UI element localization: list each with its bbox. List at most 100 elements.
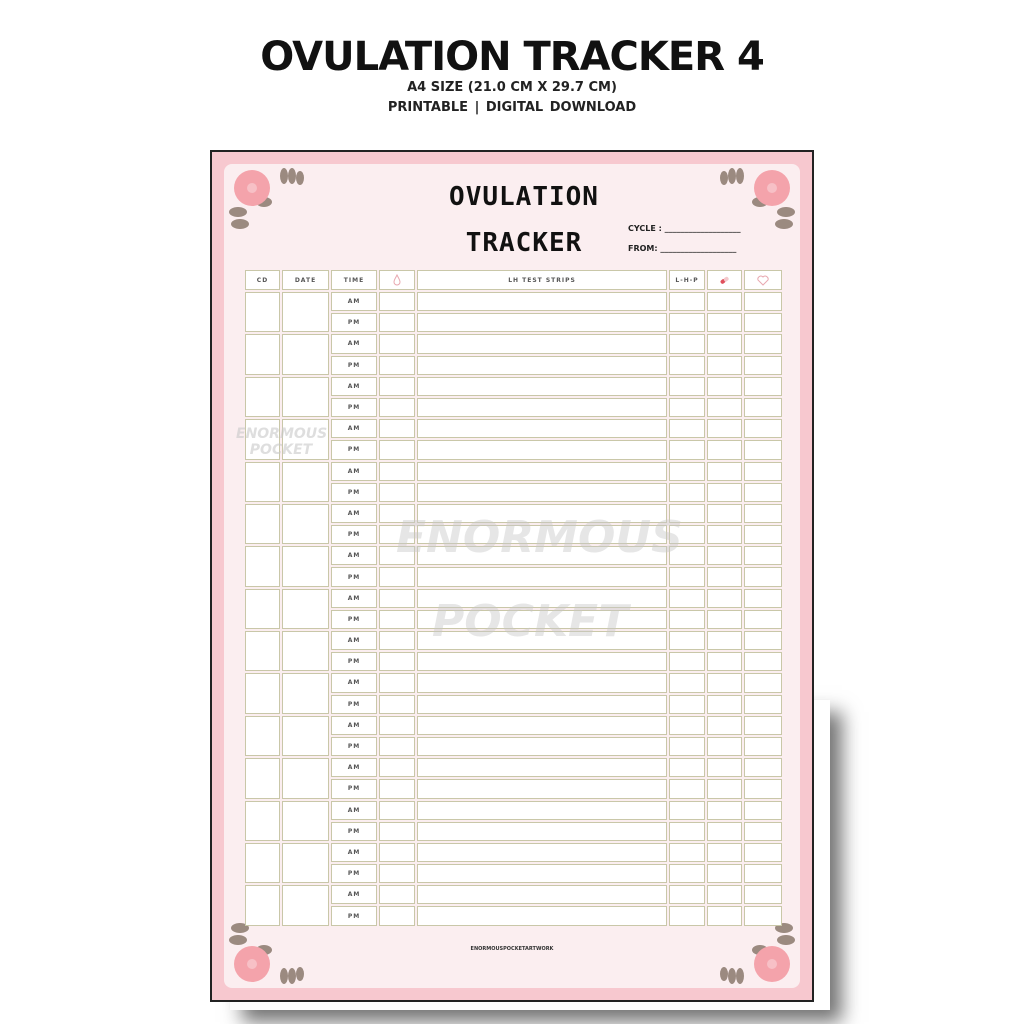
lhp-cell[interactable]: [669, 334, 705, 354]
pill-cell[interactable]: [707, 715, 742, 735]
cd-cell[interactable]: [245, 800, 280, 841]
pill-cell[interactable]: [707, 864, 742, 884]
heart-cell[interactable]: [744, 694, 782, 714]
heart-cell[interactable]: [744, 567, 782, 587]
pill-cell[interactable]: [707, 313, 742, 333]
pill-cell[interactable]: [707, 482, 742, 502]
lh-strip-cell[interactable]: [417, 800, 667, 820]
cycle-field[interactable]: CYCLE : ___________________: [628, 224, 741, 233]
drop-cell[interactable]: [379, 885, 415, 905]
drop-cell[interactable]: [379, 588, 415, 608]
lhp-cell[interactable]: [669, 503, 705, 524]
lhp-cell[interactable]: [669, 461, 705, 481]
lhp-cell[interactable]: [669, 885, 705, 905]
lh-strip-cell[interactable]: [417, 715, 667, 735]
lh-strip-cell[interactable]: [417, 397, 667, 418]
date-cell[interactable]: [282, 842, 329, 884]
date-cell[interactable]: [282, 461, 329, 502]
heart-cell[interactable]: [744, 842, 782, 863]
lh-strip-cell[interactable]: [417, 292, 667, 312]
drop-cell[interactable]: [379, 313, 415, 333]
heart-cell[interactable]: [744, 546, 782, 566]
drop-cell[interactable]: [379, 546, 415, 566]
lhp-cell[interactable]: [669, 482, 705, 502]
pill-cell[interactable]: [707, 842, 742, 863]
lhp-cell[interactable]: [669, 652, 705, 672]
lh-strip-cell[interactable]: [417, 313, 667, 333]
drop-cell[interactable]: [379, 673, 415, 693]
drop-cell[interactable]: [379, 503, 415, 524]
pill-cell[interactable]: [707, 736, 742, 757]
date-cell[interactable]: [282, 376, 329, 418]
lh-strip-cell[interactable]: [417, 376, 667, 396]
lh-strip-cell[interactable]: [417, 652, 667, 672]
date-cell[interactable]: [282, 334, 329, 375]
drop-cell[interactable]: [379, 906, 415, 926]
date-cell[interactable]: [282, 673, 329, 714]
date-cell[interactable]: [282, 885, 329, 926]
lhp-cell[interactable]: [669, 313, 705, 333]
heart-cell[interactable]: [744, 525, 782, 545]
pill-cell[interactable]: [707, 800, 742, 820]
heart-cell[interactable]: [744, 779, 782, 799]
pill-cell[interactable]: [707, 440, 742, 460]
date-cell[interactable]: [282, 503, 329, 545]
cd-cell[interactable]: [245, 503, 280, 545]
heart-cell[interactable]: [744, 800, 782, 820]
lhp-cell[interactable]: [669, 673, 705, 693]
lh-strip-cell[interactable]: [417, 864, 667, 884]
lhp-cell[interactable]: [669, 292, 705, 312]
pill-cell[interactable]: [707, 334, 742, 354]
lhp-cell[interactable]: [669, 440, 705, 460]
lhp-cell[interactable]: [669, 842, 705, 863]
lh-strip-cell[interactable]: [417, 546, 667, 566]
lh-strip-cell[interactable]: [417, 694, 667, 714]
cd-cell[interactable]: [245, 334, 280, 375]
pill-cell[interactable]: [707, 419, 742, 439]
lhp-cell[interactable]: [669, 821, 705, 841]
heart-cell[interactable]: [744, 376, 782, 396]
pill-cell[interactable]: [707, 292, 742, 312]
lhp-cell[interactable]: [669, 694, 705, 714]
date-cell[interactable]: [282, 631, 329, 672]
lhp-cell[interactable]: [669, 419, 705, 439]
pill-cell[interactable]: [707, 758, 742, 778]
heart-cell[interactable]: [744, 673, 782, 693]
drop-cell[interactable]: [379, 652, 415, 672]
date-cell[interactable]: [282, 292, 329, 333]
pill-cell[interactable]: [707, 694, 742, 714]
lhp-cell[interactable]: [669, 631, 705, 651]
pill-cell[interactable]: [707, 546, 742, 566]
cd-cell[interactable]: [245, 842, 280, 884]
drop-cell[interactable]: [379, 292, 415, 312]
lhp-cell[interactable]: [669, 525, 705, 545]
lhp-cell[interactable]: [669, 376, 705, 396]
drop-cell[interactable]: [379, 419, 415, 439]
heart-cell[interactable]: [744, 292, 782, 312]
cd-cell[interactable]: [245, 715, 280, 757]
pill-cell[interactable]: [707, 821, 742, 841]
heart-cell[interactable]: [744, 821, 782, 841]
lh-strip-cell[interactable]: [417, 906, 667, 926]
lh-strip-cell[interactable]: [417, 355, 667, 375]
drop-cell[interactable]: [379, 694, 415, 714]
cd-cell[interactable]: [245, 673, 280, 714]
heart-cell[interactable]: [744, 588, 782, 608]
lh-strip-cell[interactable]: [417, 842, 667, 863]
pill-cell[interactable]: [707, 503, 742, 524]
lhp-cell[interactable]: [669, 736, 705, 757]
drop-cell[interactable]: [379, 758, 415, 778]
lh-strip-cell[interactable]: [417, 440, 667, 460]
heart-cell[interactable]: [744, 906, 782, 926]
lh-strip-cell[interactable]: [417, 334, 667, 354]
pill-cell[interactable]: [707, 779, 742, 799]
heart-cell[interactable]: [744, 313, 782, 333]
pill-cell[interactable]: [707, 567, 742, 587]
drop-cell[interactable]: [379, 376, 415, 396]
pill-cell[interactable]: [707, 397, 742, 418]
heart-cell[interactable]: [744, 440, 782, 460]
cd-cell[interactable]: [245, 419, 280, 460]
pill-cell[interactable]: [707, 906, 742, 926]
lh-strip-cell[interactable]: [417, 503, 667, 524]
drop-cell[interactable]: [379, 397, 415, 418]
